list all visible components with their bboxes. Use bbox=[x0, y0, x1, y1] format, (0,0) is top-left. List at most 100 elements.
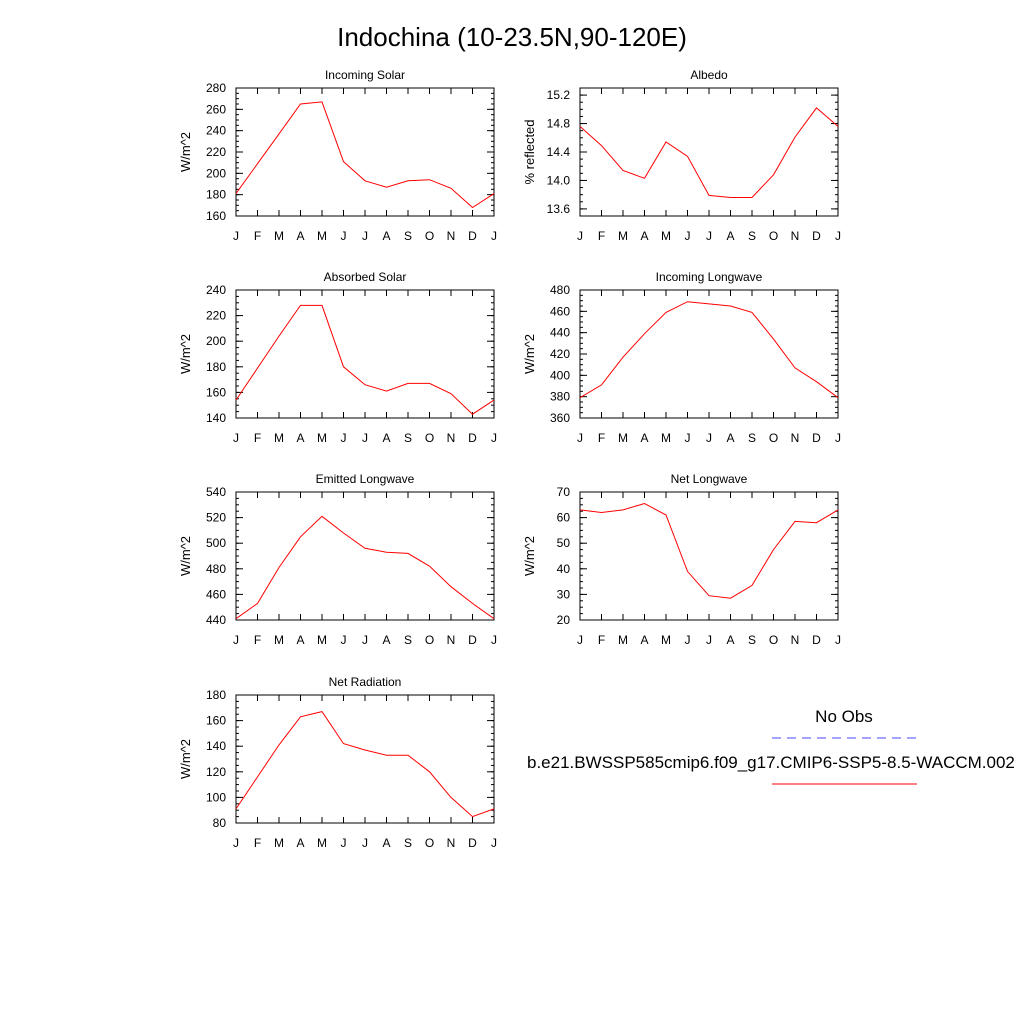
x-tick-label: D bbox=[468, 633, 477, 647]
x-tick-label: M bbox=[274, 229, 284, 243]
x-tick-label: A bbox=[640, 229, 648, 243]
x-tick-label: J bbox=[685, 229, 691, 243]
y-tick-label: 500 bbox=[206, 536, 226, 550]
x-tick-label: J bbox=[706, 431, 712, 445]
y-tick-label: 140 bbox=[206, 411, 226, 425]
y-tick-label: 460 bbox=[206, 587, 226, 601]
y-tick-label: 180 bbox=[206, 688, 226, 702]
chart-title: Albedo bbox=[690, 68, 728, 82]
legend-obs-label: No Obs bbox=[815, 707, 873, 726]
x-tick-label: S bbox=[404, 836, 412, 850]
legend: No Obs b.e21.BWSSP585cmip6.f09_g17.CMIP6… bbox=[527, 707, 1015, 785]
y-tick-label: 480 bbox=[206, 562, 226, 576]
x-tick-label: D bbox=[468, 229, 477, 243]
x-tick-label: D bbox=[468, 431, 477, 445]
y-tick-label: 13.6 bbox=[547, 202, 571, 216]
x-tick-label: J bbox=[491, 229, 497, 243]
y-tick-label: 220 bbox=[206, 145, 226, 159]
y-tick-label: 360 bbox=[550, 411, 570, 425]
plot-frame bbox=[235, 694, 495, 824]
x-tick-label: D bbox=[812, 229, 821, 243]
x-tick-label: O bbox=[769, 229, 778, 243]
series-line bbox=[235, 515, 495, 620]
y-tick-label: 160 bbox=[206, 385, 226, 399]
series-line bbox=[235, 101, 495, 209]
x-tick-label: M bbox=[618, 229, 628, 243]
y-tick-label: 480 bbox=[550, 283, 570, 297]
x-tick-label: M bbox=[661, 431, 671, 445]
x-tick-label: F bbox=[598, 633, 605, 647]
y-tick-label: 60 bbox=[557, 511, 571, 525]
x-tick-label: A bbox=[296, 633, 304, 647]
y-tick-label: 260 bbox=[206, 102, 226, 116]
y-tick-label: 100 bbox=[206, 790, 226, 804]
y-tick-label: 520 bbox=[206, 511, 226, 525]
chart-title: Incoming Longwave bbox=[656, 270, 763, 284]
x-tick-label: A bbox=[726, 431, 734, 445]
x-tick-label: A bbox=[640, 431, 648, 445]
y-axis-label: W/m^2 bbox=[522, 334, 537, 374]
x-tick-label: O bbox=[425, 633, 434, 647]
x-tick-label: O bbox=[769, 431, 778, 445]
y-tick-label: 420 bbox=[550, 347, 570, 361]
x-tick-label: J bbox=[685, 633, 691, 647]
y-tick-label: 40 bbox=[557, 562, 571, 576]
x-tick-label: F bbox=[254, 431, 261, 445]
chart-title: Net Longwave bbox=[671, 472, 748, 486]
x-tick-label: J bbox=[577, 431, 583, 445]
x-tick-label: O bbox=[425, 431, 434, 445]
figure-title: Indochina (10-23.5N,90-120E) bbox=[337, 22, 687, 52]
x-tick-label: F bbox=[254, 229, 261, 243]
x-tick-label: A bbox=[296, 431, 304, 445]
x-tick-label: D bbox=[812, 633, 821, 647]
x-tick-label: D bbox=[812, 431, 821, 445]
y-tick-label: 280 bbox=[206, 81, 226, 95]
x-tick-label: J bbox=[233, 633, 239, 647]
x-tick-label: J bbox=[835, 633, 841, 647]
y-tick-label: 30 bbox=[557, 587, 571, 601]
x-tick-label: S bbox=[404, 229, 412, 243]
x-tick-label: D bbox=[468, 836, 477, 850]
y-axis-label: W/m^2 bbox=[178, 334, 193, 374]
x-tick-label: J bbox=[233, 229, 239, 243]
x-tick-label: J bbox=[835, 229, 841, 243]
chart-title: Absorbed Solar bbox=[324, 270, 407, 284]
x-tick-label: F bbox=[254, 836, 261, 850]
x-tick-label: S bbox=[748, 229, 756, 243]
y-tick-label: 70 bbox=[557, 485, 571, 499]
y-tick-label: 180 bbox=[206, 360, 226, 374]
chart-title: Net Radiation bbox=[329, 675, 402, 689]
y-tick-label: 120 bbox=[206, 765, 226, 779]
x-tick-label: A bbox=[382, 836, 390, 850]
x-tick-label: J bbox=[362, 836, 368, 850]
y-tick-label: 440 bbox=[206, 613, 226, 627]
x-tick-label: M bbox=[274, 633, 284, 647]
x-tick-label: M bbox=[661, 229, 671, 243]
plot-frame bbox=[579, 87, 839, 217]
y-tick-label: 20 bbox=[557, 613, 571, 627]
series-line bbox=[235, 711, 495, 818]
x-tick-label: A bbox=[382, 431, 390, 445]
x-tick-label: O bbox=[769, 633, 778, 647]
x-tick-label: J bbox=[685, 431, 691, 445]
x-tick-label: A bbox=[726, 633, 734, 647]
x-tick-label: M bbox=[317, 836, 327, 850]
x-tick-label: S bbox=[748, 633, 756, 647]
x-tick-label: J bbox=[835, 431, 841, 445]
y-tick-label: 380 bbox=[550, 390, 570, 404]
y-axis-label: W/m^2 bbox=[522, 536, 537, 576]
x-tick-label: J bbox=[491, 836, 497, 850]
chart-title: Emitted Longwave bbox=[316, 472, 415, 486]
y-tick-label: 180 bbox=[206, 188, 226, 202]
y-tick-label: 400 bbox=[550, 368, 570, 382]
x-tick-label: O bbox=[425, 836, 434, 850]
x-tick-label: M bbox=[274, 431, 284, 445]
x-tick-label: A bbox=[640, 633, 648, 647]
x-tick-label: N bbox=[791, 431, 800, 445]
x-tick-label: J bbox=[577, 229, 583, 243]
x-tick-label: J bbox=[491, 431, 497, 445]
x-tick-label: J bbox=[362, 229, 368, 243]
